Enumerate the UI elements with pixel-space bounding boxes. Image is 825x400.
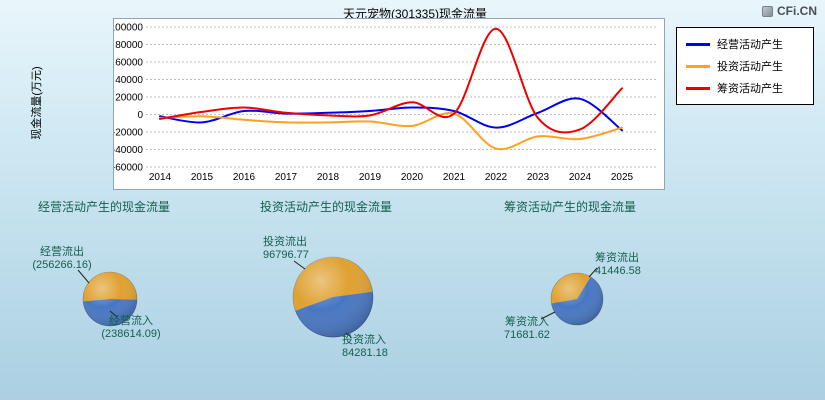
slice-label: 筹资流出 [595, 252, 639, 264]
pie-label-investing-inflow: 投资流入 84281.18 [342, 334, 406, 360]
cashflow-line-chart: 100000 80000 60000 40000 20000 0 -20000 -40000 -… [110, 23, 658, 183]
pie-label-investing-outflow: 投资流出 96796.77 [263, 236, 337, 262]
y-axis-title: 现金流量(万元) [31, 66, 43, 140]
svg-text:2014: 2014 [149, 172, 172, 183]
svg-text:-20000: -20000 [114, 128, 143, 139]
svg-text:2015: 2015 [191, 172, 214, 183]
svg-text:2023: 2023 [527, 172, 550, 183]
legend-item-investing: 投资活动产生 [686, 58, 804, 74]
slice-value: 41446.58 [595, 265, 641, 277]
cfi-logo-icon [762, 5, 773, 17]
pie-title-operating: 经营活动产生的现金流量 [38, 200, 171, 214]
chart-title: 天元宠物(301335)现金流量 [342, 7, 488, 21]
svg-text:60000: 60000 [115, 58, 143, 69]
svg-text:2022: 2022 [485, 172, 508, 183]
slice-label: 经营流入 [109, 315, 153, 327]
pie-label-financing-inflow: 筹资流入 71681.62 [497, 316, 557, 342]
pie-label-financing-outflow: 筹资流出 41446.58 [595, 252, 655, 278]
svg-text:2021: 2021 [443, 172, 466, 183]
svg-text:2025: 2025 [611, 172, 634, 183]
svg-text:0: 0 [137, 110, 143, 121]
slice-label: 投资流入 [342, 334, 386, 346]
slice-value: 84281.18 [342, 347, 388, 359]
cfi-watermark: CFi.CN [762, 4, 817, 18]
svg-text:2024: 2024 [569, 172, 592, 183]
slice-value: 71681.62 [504, 329, 550, 341]
line-chart-panel: 100000 80000 60000 40000 20000 0 -20000 -40000 -… [110, 18, 665, 190]
legend-item-financing: 筹资活动产生 [686, 80, 804, 96]
slice-value: 96796.77 [263, 249, 309, 261]
legend-label-operating: 经营活动产生 [717, 39, 783, 51]
legend-label-financing: 筹资活动产生 [717, 83, 783, 95]
svg-text:2018: 2018 [317, 172, 340, 183]
pie-label-operating-inflow: 经营流入 (238614.09) [97, 315, 165, 341]
svg-text:20000: 20000 [115, 93, 143, 104]
svg-text:2017: 2017 [275, 172, 298, 183]
svg-text:80000: 80000 [115, 40, 143, 51]
svg-text:40000: 40000 [115, 75, 143, 86]
legend-item-operating: 经营活动产生 [686, 36, 804, 52]
cfi-watermark-text: CFi.CN [777, 4, 817, 18]
pie-label-operating-outflow: 经营流出 (256266.16) [26, 246, 98, 272]
legend-swatch-operating [686, 42, 710, 46]
legend-swatch-financing [686, 86, 710, 90]
svg-text:2020: 2020 [401, 172, 424, 183]
slice-value: (238614.09) [101, 328, 161, 340]
slice-value: (256266.16) [32, 259, 92, 271]
svg-text:2019: 2019 [359, 172, 382, 183]
slice-label: 经营流出 [40, 246, 84, 258]
slice-label: 筹资流入 [505, 316, 549, 328]
legend-swatch-investing [686, 64, 710, 68]
pie-title-financing: 筹资活动产生的现金流量 [504, 200, 637, 214]
svg-text:2016: 2016 [233, 172, 256, 183]
svg-text:-60000: -60000 [114, 163, 143, 174]
pie-title-investing: 投资活动产生的现金流量 [260, 200, 393, 214]
legend-label-investing: 投资活动产生 [717, 61, 783, 73]
svg-text:-40000: -40000 [114, 145, 143, 156]
svg-text:100000: 100000 [114, 23, 143, 34]
chart-legend: 经营活动产生 投资活动产生 筹资活动产生 [676, 27, 814, 105]
slice-label: 投资流出 [263, 236, 307, 248]
